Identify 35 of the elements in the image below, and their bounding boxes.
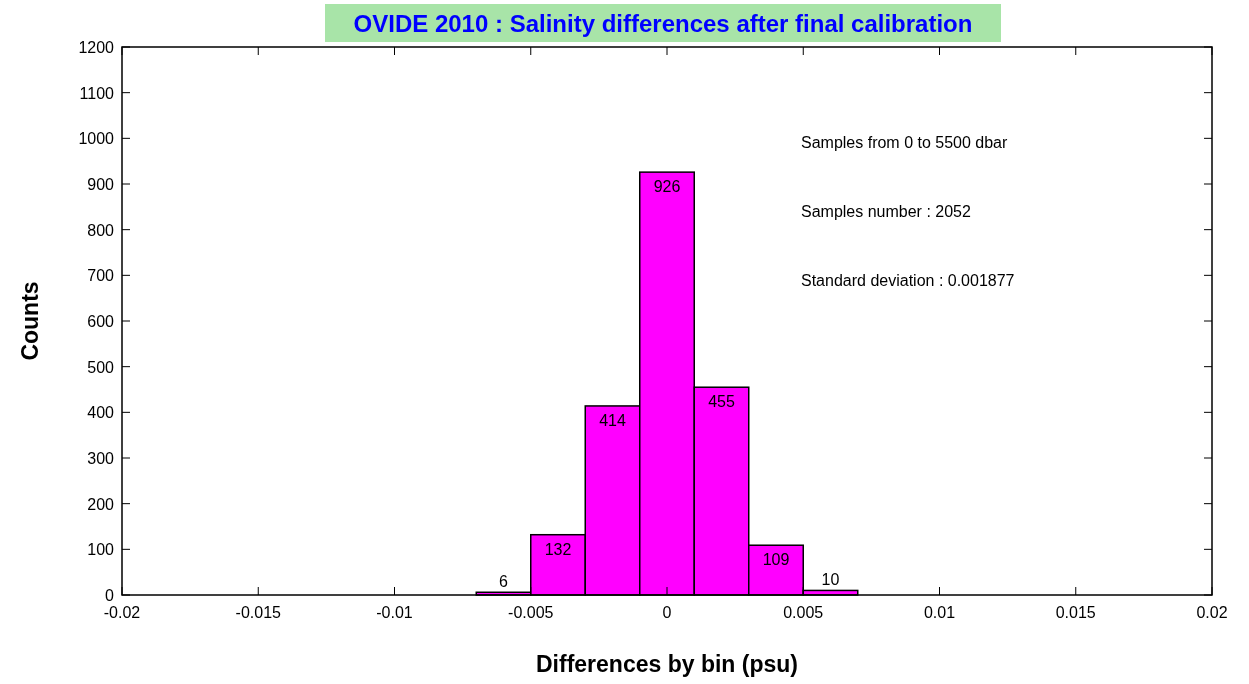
y-tick-label: 1200 <box>78 39 115 56</box>
x-tick-label: -0.02 <box>103 604 141 621</box>
y-tick-label: 0 <box>105 587 115 604</box>
y-tick-label: 1000 <box>78 130 115 148</box>
y-tick-label: 200 <box>87 495 115 513</box>
data-label: 6 <box>499 573 509 591</box>
x-tick-label: 0.005 <box>783 604 824 621</box>
x-tick-label: 0.01 <box>923 604 956 621</box>
x-tick-label: 0.02 <box>1196 604 1228 621</box>
x-tick-label: -0.005 <box>508 604 554 621</box>
y-axis-title: Counts <box>17 281 43 361</box>
x-tick-label: -0.015 <box>235 604 282 621</box>
x-tick-label: -0.01 <box>376 604 413 621</box>
y-tick-label: 500 <box>87 358 115 376</box>
x-axis-title: Differences by bin (psu) <box>536 651 798 677</box>
chart-title: OVIDE 2010 : Salinity differences after final calibration <box>353 10 973 37</box>
y-tick-label: 600 <box>87 313 115 330</box>
y-tick-label: 400 <box>87 404 115 422</box>
annotation: Samples from 0 to 5500 dbar <box>801 134 1009 151</box>
y-tick-label: 800 <box>87 221 115 239</box>
data-label: 10 <box>821 571 840 589</box>
data-label: 414 <box>599 411 626 429</box>
x-tick-label: 0 <box>662 604 672 621</box>
data-label: 132 <box>544 540 572 558</box>
data-label: 109 <box>762 551 790 569</box>
y-tick-label: 900 <box>87 176 115 193</box>
data-label: 455 <box>708 393 735 411</box>
y-tick-label: 100 <box>87 541 115 559</box>
y-tick-label: 300 <box>87 450 115 467</box>
y-tick-label: 700 <box>87 267 115 285</box>
data-label: 926 <box>653 178 681 196</box>
annotation: Samples number : 2052 <box>801 203 971 220</box>
annotation: Standard deviation : 0.001877 <box>801 272 1015 289</box>
x-tick-label: 0.015 <box>1055 604 1096 621</box>
y-tick-label: 1100 <box>79 84 115 102</box>
